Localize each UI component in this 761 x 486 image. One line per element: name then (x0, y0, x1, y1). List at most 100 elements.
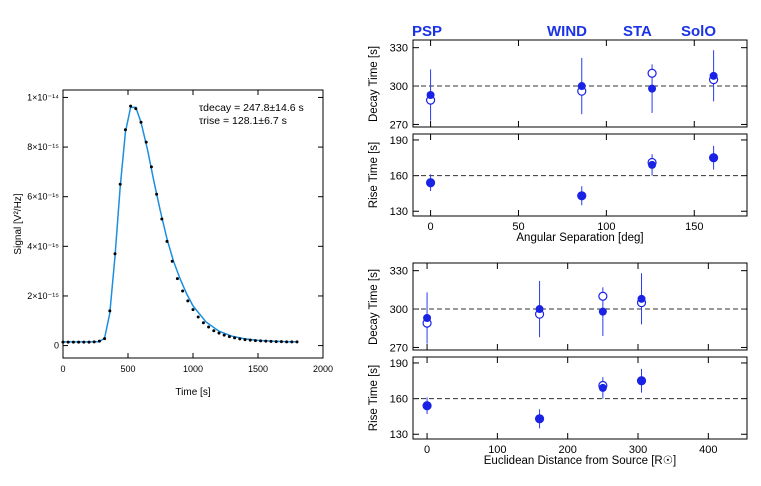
filled-marker (709, 71, 718, 80)
y-tick-label: 330 (390, 266, 408, 278)
signal-data-point (129, 104, 133, 108)
signal-data-point (155, 192, 159, 196)
filled-marker (577, 82, 586, 91)
signal-data-point (191, 308, 195, 312)
signal-data-point (77, 340, 81, 344)
rise-distance-y-label: Rise Time [s] (368, 365, 380, 431)
distance-x-axis-label: Euclidean Distance from Source [R☉] (484, 455, 676, 467)
x-tick-label: 100 (597, 221, 615, 233)
rise-angle-ticks: 130 160 190 0 50 100 150 (390, 134, 747, 233)
signal-y-tick-label: 0 (54, 341, 59, 351)
signal-data-point (274, 340, 278, 344)
signal-data-point (87, 340, 91, 344)
filled-marker (535, 305, 544, 314)
signal-data-point (160, 217, 164, 221)
signal-data-point (144, 140, 148, 144)
filled-marker (598, 383, 607, 392)
filled-marker (577, 191, 586, 200)
y-tick-label: 190 (390, 135, 408, 147)
signal-data-point (279, 340, 283, 344)
filled-marker (426, 91, 435, 100)
signal-data-point (207, 325, 211, 329)
signal-data-point (243, 338, 247, 342)
rise-distance-frame (412, 356, 748, 440)
spacecraft-label-psp: PSP (412, 23, 442, 40)
y-tick-label: 300 (390, 81, 408, 93)
signal-data-marks (61, 104, 299, 344)
signal-data-point (269, 339, 273, 343)
signal-y-tick-label: 8×10⁻¹⁵ (27, 142, 59, 152)
signal-data-point (108, 309, 112, 313)
x-tick-label: 50 (512, 221, 524, 233)
signal-data-point (103, 337, 107, 341)
x-tick-label: 300 (629, 444, 647, 456)
signal-y-tick-label: 4×10⁻¹⁵ (27, 241, 59, 251)
y-tick-label: 300 (390, 304, 408, 316)
decay-vs-angle-panel: Decay Time [s] 270 300 330 (368, 39, 748, 131)
decay-distance-frame (412, 262, 748, 351)
signal-data-point (248, 338, 252, 342)
rise-distance-ticks: 130 160 190 0 100 200 300 400 (390, 357, 747, 456)
signal-data-point (118, 182, 122, 186)
filled-marker (426, 178, 435, 187)
signal-data-point (285, 340, 289, 344)
signal-y-tick-label: 6×10⁻¹⁵ (27, 192, 59, 202)
signal-data-point (259, 339, 263, 343)
signal-x-tick-label: 1500 (248, 364, 268, 374)
decay-angle-ticks: 270 300 330 (390, 40, 747, 131)
filled-marker (598, 307, 607, 316)
signal-data-point (264, 339, 268, 343)
signal-data-point (165, 239, 169, 243)
signal-data-point (181, 289, 185, 293)
y-tick-label: 190 (390, 358, 408, 370)
signal-x-tick-label: 1000 (183, 364, 203, 374)
y-tick-label: 130 (390, 429, 408, 441)
signal-data-point (238, 337, 242, 341)
signal-x-tick-label: 2000 (313, 364, 333, 374)
signal-plot-frame (62, 89, 324, 359)
x-tick-label: 100 (488, 444, 506, 456)
rise-vs-angle-panel: Rise Time [s] Angular Separation [deg] 1… (368, 133, 748, 244)
spacecraft-label-wind: WIND (547, 23, 587, 40)
signal-y-tick-label: 2×10⁻¹⁵ (27, 291, 59, 301)
decay-angle-marks (413, 50, 747, 121)
decay-distance-marks (413, 273, 747, 344)
signal-data-point (227, 335, 231, 339)
signal-data-point (212, 329, 216, 333)
x-tick-label: 0 (428, 221, 434, 233)
filled-marker (709, 153, 718, 162)
rise-angle-y-label: Rise Time [s] (368, 142, 380, 208)
signal-y-tick-label: 1×10⁻¹⁴ (27, 92, 59, 102)
signal-data-point (61, 340, 65, 344)
signal-axis-ticks: 0 500 1000 1500 2000 0 2×10⁻¹⁵ 4×10⁻¹⁵ 6×10⁻¹⁵ 8×… (27, 90, 333, 374)
y-tick-label: 130 (390, 206, 408, 218)
signal-x-axis-label: Time [s] (175, 387, 210, 398)
x-tick-label: 400 (699, 444, 717, 456)
signal-data-point (92, 340, 96, 344)
signal-data-point (175, 277, 179, 281)
signal-data-point (139, 120, 143, 124)
y-tick-label: 270 (390, 342, 408, 354)
decay-distance-y-label: Decay Time [s] (368, 269, 380, 345)
y-tick-label: 160 (390, 171, 408, 183)
y-tick-label: 270 (390, 119, 408, 131)
signal-x-tick-label: 0 (60, 364, 65, 374)
x-tick-label: 150 (685, 221, 703, 233)
tau-decay-annotation: τdecay = 247.8±14.6 s (199, 102, 304, 114)
signal-data-point (295, 340, 299, 344)
signal-time-panel: τdecay = 247.8±14.6 s τrise = 128.1±6.7 … (13, 89, 333, 398)
y-tick-label: 160 (390, 394, 408, 406)
open-marker (598, 291, 608, 301)
signal-data-point (66, 340, 70, 344)
signal-data-point (134, 107, 138, 111)
signal-data-point (233, 336, 237, 340)
signal-data-point (97, 339, 101, 343)
filled-marker (648, 160, 657, 169)
y-tick-label: 330 (390, 43, 408, 55)
decay-vs-distance-panel: Decay Time [s] 270 300 330 (368, 262, 748, 354)
rise-angle-marks (413, 145, 747, 206)
signal-data-point (170, 259, 174, 263)
signal-data-point (186, 299, 190, 303)
decay-angle-y-label: Decay Time [s] (368, 46, 380, 122)
signal-y-axis-label: Signal [V²/Hz] (13, 193, 24, 254)
